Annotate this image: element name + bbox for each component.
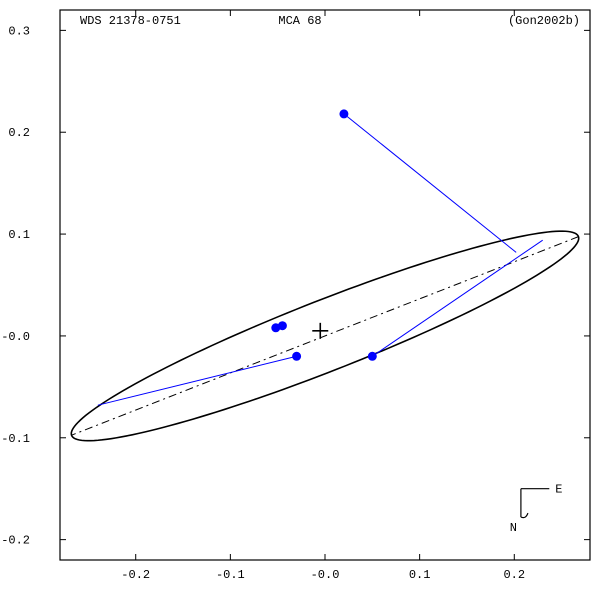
- data-point: [368, 352, 376, 360]
- header-center: MCA 68: [278, 14, 321, 28]
- plot-svg: -0.2 -0.1 -0.0 0.1 0.2 -0.2 -0.1 -0.0 0.1 0.2 0.3 W…: [0, 0, 600, 600]
- x-tick-label: 0.2: [503, 568, 525, 582]
- orbit-plot: -0.2 -0.1 -0.0 0.1 0.2 -0.2 -0.1 -0.0 0.1 0.2 0.3 W…: [0, 0, 600, 600]
- header-right: (Gon2002b): [508, 14, 580, 28]
- y-tick-label: 0.3: [8, 24, 30, 38]
- data-point: [272, 324, 280, 332]
- header-left: WDS 21378-0751: [80, 14, 181, 28]
- x-tick-label: -0.2: [121, 568, 150, 582]
- x-tick-label: -0.1: [216, 568, 245, 582]
- y-tick-label: -0.1: [1, 432, 30, 446]
- x-tick-label: 0.1: [409, 568, 431, 582]
- y-tick-label: 0.1: [8, 228, 30, 242]
- y-tick-label: -0.0: [1, 330, 30, 344]
- data-point: [340, 110, 348, 118]
- x-tick-label: -0.0: [311, 568, 340, 582]
- y-tick-label: -0.2: [1, 534, 30, 548]
- compass-n-label: N: [510, 521, 517, 535]
- data-point: [293, 352, 301, 360]
- y-tick-label: 0.2: [8, 126, 30, 140]
- compass-e-label: E: [555, 483, 562, 497]
